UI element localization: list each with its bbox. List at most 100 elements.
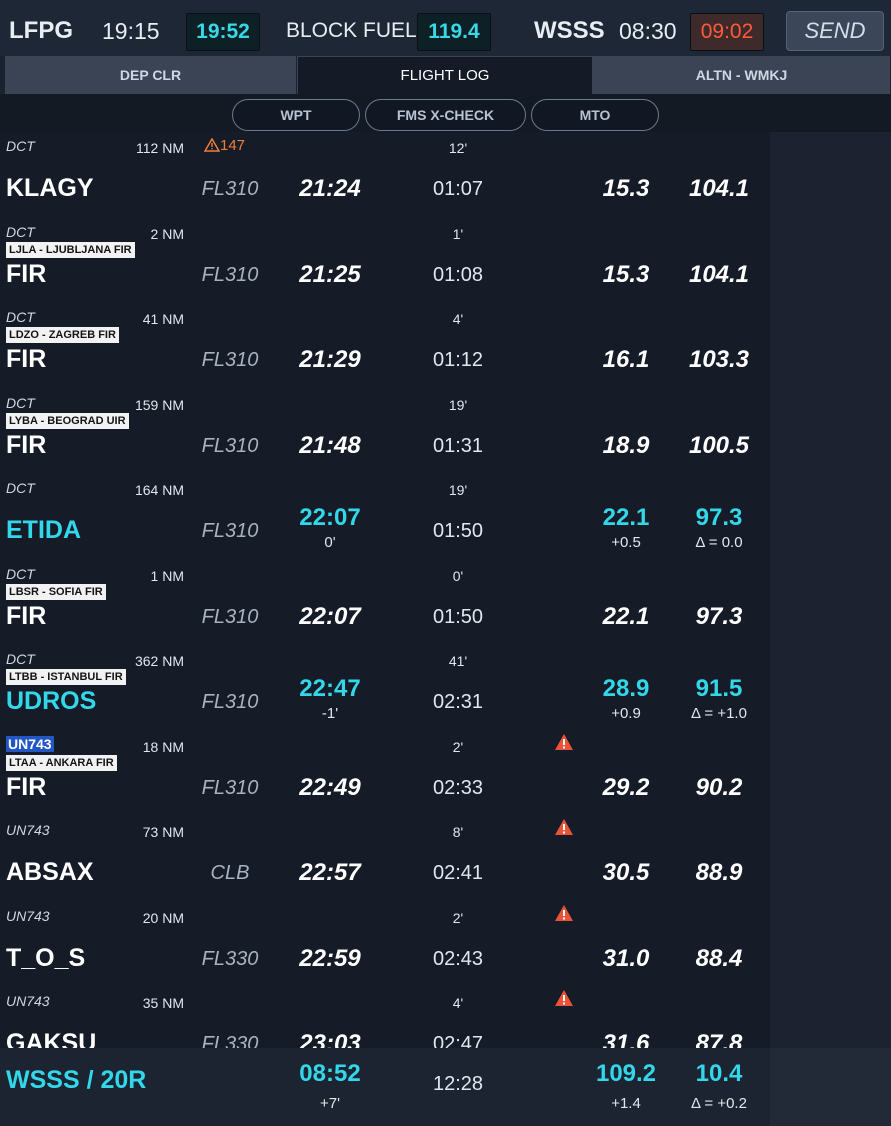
segment-distance: 35 NM <box>142 995 184 1011</box>
flight-level: CLB <box>210 862 250 884</box>
flight-level: FL310 <box>201 434 259 457</box>
destination-fuel-remaining: 10.4 <box>695 1060 743 1087</box>
warning-outline-icon <box>203 137 221 154</box>
tab-dep-clr[interactable]: DEP CLR <box>5 56 297 94</box>
total-elapsed-time: 01:08 <box>432 263 484 286</box>
flight-level: FL310 <box>201 776 259 799</box>
waypoint-name[interactable]: FIR <box>6 772 47 801</box>
segment-time: 12' <box>448 140 468 156</box>
fuel-used: 15.3 <box>602 260 650 288</box>
total-elapsed-time: 02:33 <box>432 776 484 799</box>
fuel-delta: +0.5 <box>611 534 641 551</box>
total-elapsed-time: 01:12 <box>432 349 484 371</box>
table-row[interactable]: DCT 1 NM 0' LBSR - SOFIA FIR FIR FL310 22:07 01… <box>0 560 891 646</box>
flight-level: FL310 <box>201 178 259 200</box>
fir-boundary-tag: LTAA - ANKARA FIR <box>6 754 117 771</box>
table-row[interactable]: DCT 112 NM 147 12' KLAGY FL310 21:24 01:07 15.3 1… <box>0 132 891 218</box>
flight-level: FL330 <box>201 947 259 970</box>
fuel-used: 30.5 <box>602 859 650 886</box>
waypoint-name[interactable]: T_O_S <box>6 943 86 972</box>
segment-distance: 362 NM <box>134 653 184 669</box>
total-elapsed-time: 01:50 <box>432 605 484 628</box>
total-elapsed-time: 01:50 <box>432 520 484 542</box>
destination-eta-delta: +7' <box>320 1095 340 1112</box>
airway-label: UN743 <box>6 735 54 752</box>
waypoint-eta: 22:49 <box>299 773 361 801</box>
waypoint-name[interactable]: KLAGY <box>6 174 94 202</box>
table-row[interactable]: UN743 35 NM 4' GAKSU FL330 23:03 02:47 31.6 87.8 <box>0 987 891 1048</box>
waypoint-eta: 22:07 <box>299 504 361 531</box>
waypoint-eta: 22:59 <box>299 944 361 972</box>
table-row[interactable]: DCT 362 NM 41' LTBB - ISTANBUL FIR UDROS FL31… <box>0 645 891 731</box>
remaining-delta: Δ = 0.0 <box>695 534 743 551</box>
waypoint-name[interactable]: FIR <box>6 345 47 373</box>
fir-boundary-tag: LTBB - ISTANBUL FIR <box>6 669 126 685</box>
waypoint-name[interactable]: ETIDA <box>6 516 81 544</box>
fuel-remaining: 88.9 <box>695 859 743 886</box>
send-button[interactable]: SEND <box>786 11 884 51</box>
airway-label: DCT <box>6 565 35 582</box>
subtab-mto[interactable]: MTO <box>531 99 659 131</box>
fuel-used: 16.1 <box>602 346 650 373</box>
destination-total-time: 12:28 <box>432 1073 484 1095</box>
segment-time: 19' <box>448 482 468 498</box>
segment-distance: 164 NM <box>134 482 184 498</box>
waypoint-name[interactable]: FIR <box>6 259 47 288</box>
dest-actual-time[interactable]: 09:02 <box>690 13 764 51</box>
warning-triangle-icon[interactable] <box>554 733 574 751</box>
total-elapsed-time: 02:47 <box>432 1033 484 1048</box>
origin-scheduled-time: 19:15 <box>102 18 160 44</box>
table-row[interactable]: UN743 73 NM 8' ABSAX CLB 22:57 02:41 30.5 88.9 <box>0 816 891 902</box>
flight-log-list[interactable]: DCT 112 NM 147 12' KLAGY FL310 21:24 01:07 15.3 1… <box>0 132 891 1048</box>
segment-distance: 18 NM <box>142 738 184 755</box>
segment-time: 0' <box>452 567 464 584</box>
airway-label: DCT <box>6 480 35 496</box>
airway-label: UN743 <box>6 822 50 838</box>
waypoint-eta: 22:07 <box>299 602 361 630</box>
waypoint-eta: 22:47 <box>299 675 361 702</box>
segment-time: 4' <box>452 311 464 327</box>
waypoint-name[interactable]: FIR <box>6 601 47 630</box>
waypoint-eta: 21:25 <box>299 260 361 288</box>
waypoint-name[interactable]: GAKSU <box>6 1029 97 1048</box>
tab-flight-log[interactable]: FLIGHT LOG <box>297 56 593 94</box>
tab-altn[interactable]: ALTN - WMKJ <box>593 56 891 94</box>
fuel-remaining: 90.2 <box>695 773 743 801</box>
waypoint-eta: 21:24 <box>299 175 361 202</box>
waypoint-name[interactable]: ABSAX <box>6 858 94 886</box>
airway-label: DCT <box>6 309 35 325</box>
right-column-band <box>770 1048 891 1126</box>
destination-summary-row[interactable]: WSSS / 20R 08:52 +7' 12:28 109.2 +1.4 10… <box>0 1048 891 1126</box>
airway-label: UN743 <box>6 907 50 924</box>
flight-level: FL310 <box>201 349 259 371</box>
waypoint-name[interactable]: FIR <box>6 430 47 459</box>
table-row[interactable]: DCT 2 NM 1' LJLA - LJUBLJANA FIR FIR FL310 21:… <box>0 218 891 304</box>
fuel-used: 15.3 <box>602 175 650 202</box>
fuel-remaining: 88.4 <box>695 944 743 972</box>
block-fuel-value[interactable]: 119.4 <box>417 13 491 51</box>
table-row[interactable]: DCT 164 NM 19' ETIDA FL310 22:07 0' 01:50 22.1 +0… <box>0 474 891 560</box>
flight-level: FL310 <box>201 263 259 286</box>
warning-triangle-icon[interactable] <box>554 818 574 836</box>
warning-triangle-icon[interactable] <box>554 904 574 922</box>
flight-level: FL330 <box>201 1033 259 1048</box>
waypoint-eta: 22:57 <box>299 859 361 886</box>
destination-eta: 08:52 <box>299 1060 361 1087</box>
subtab-wpt[interactable]: WPT <box>232 99 360 131</box>
segment-time: 2' <box>452 909 464 926</box>
subtab-fms-x-check[interactable]: FMS X-CHECK <box>365 99 526 131</box>
destination-fuel-used: 109.2 <box>595 1060 657 1087</box>
waypoint-name[interactable]: UDROS <box>6 687 97 715</box>
segment-time: 2' <box>452 738 464 755</box>
total-elapsed-time: 02:41 <box>432 862 484 884</box>
segment-distance: 2 NM <box>150 225 184 242</box>
table-row[interactable]: DCT 159 NM 19' LYBA - BEOGRAD UIR FIR FL310 21… <box>0 389 891 475</box>
segment-time: 4' <box>452 995 464 1011</box>
warning-triangle-icon[interactable] <box>554 989 574 1007</box>
table-row[interactable]: DCT 41 NM 4' LDZO - ZAGREB FIR FIR FL310 21:29… <box>0 303 891 389</box>
airway-label: DCT <box>6 138 35 154</box>
table-row[interactable]: UN743 18 NM 2' LTAA - ANKARA FIR FIR FL310 22:… <box>0 731 891 817</box>
origin-actual-time[interactable]: 19:52 <box>186 13 260 51</box>
fuel-used: 29.2 <box>602 773 650 801</box>
table-row[interactable]: UN743 20 NM 2' T_O_S FL330 22:59 02:43 31.0 88.4 <box>0 902 891 988</box>
